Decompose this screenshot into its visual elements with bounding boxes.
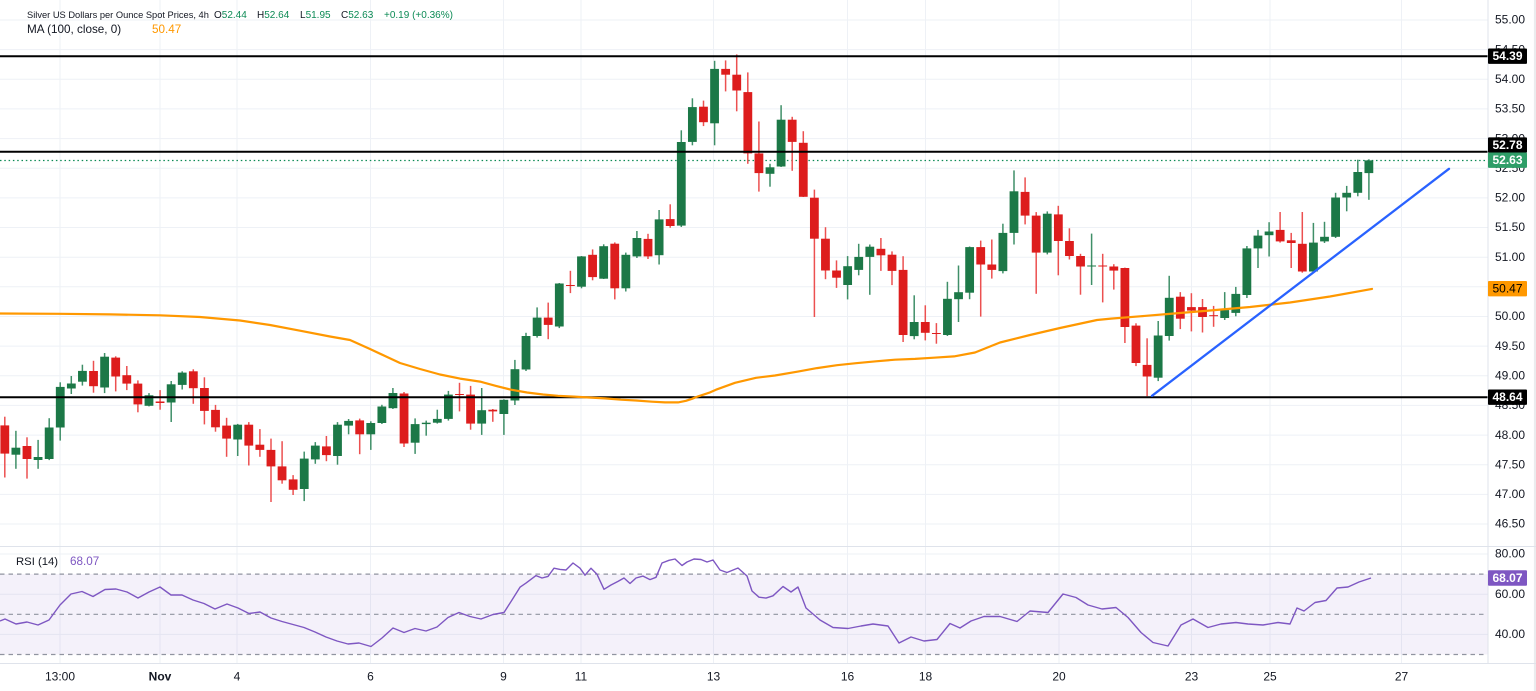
svg-text:53.50: 53.50: [1495, 102, 1525, 116]
svg-text:50.47: 50.47: [1492, 282, 1522, 296]
svg-text:68.07: 68.07: [1492, 571, 1522, 585]
svg-text:16: 16: [841, 670, 855, 684]
svg-text:49.00: 49.00: [1495, 368, 1525, 382]
svg-text:13: 13: [707, 670, 721, 684]
svg-text:51.50: 51.50: [1495, 220, 1525, 234]
svg-text:27: 27: [1395, 670, 1409, 684]
svg-text:18: 18: [919, 670, 933, 684]
svg-text:Silver US Dollars per Ounce Sp: Silver US Dollars per Ounce Spot Prices,…: [27, 10, 209, 20]
svg-text:47.00: 47.00: [1495, 487, 1525, 501]
svg-text:52.00: 52.00: [1495, 191, 1525, 205]
svg-text:40.00: 40.00: [1495, 627, 1525, 641]
svg-text:O52.44: O52.44: [214, 10, 247, 21]
svg-text:20: 20: [1052, 670, 1066, 684]
svg-text:50.47: 50.47: [152, 23, 181, 36]
svg-text:23: 23: [1185, 670, 1199, 684]
svg-text:4: 4: [234, 670, 241, 684]
svg-text:68.07: 68.07: [70, 555, 99, 568]
svg-text:54.39: 54.39: [1492, 49, 1522, 63]
svg-text:MA (100, close, 0): MA (100, close, 0): [27, 23, 121, 36]
svg-text:47.50: 47.50: [1495, 457, 1525, 471]
svg-text:49.50: 49.50: [1495, 339, 1525, 353]
svg-text:50.00: 50.00: [1495, 309, 1525, 323]
svg-text:80.00: 80.00: [1495, 547, 1525, 561]
svg-text:6: 6: [367, 670, 374, 684]
svg-text:25: 25: [1263, 670, 1277, 684]
svg-text:H52.64: H52.64: [257, 10, 290, 21]
svg-text:13:00: 13:00: [45, 670, 75, 684]
svg-text:52.78: 52.78: [1492, 138, 1522, 152]
svg-text:RSI (14): RSI (14): [16, 556, 58, 568]
svg-text:48.00: 48.00: [1495, 428, 1525, 442]
svg-text:55.00: 55.00: [1495, 13, 1525, 27]
svg-text:11: 11: [575, 670, 588, 684]
svg-text:L51.95: L51.95: [300, 10, 331, 21]
svg-text:46.50: 46.50: [1495, 517, 1525, 531]
svg-text:54.00: 54.00: [1495, 72, 1525, 86]
svg-text:52.63: 52.63: [1492, 153, 1522, 167]
svg-text:60.00: 60.00: [1495, 587, 1525, 601]
svg-text:C52.63: C52.63: [341, 10, 374, 21]
svg-text:+0.19 (+0.36%): +0.19 (+0.36%): [384, 10, 453, 21]
svg-text:48.64: 48.64: [1492, 390, 1522, 404]
svg-text:9: 9: [500, 670, 507, 684]
svg-text:Nov: Nov: [149, 670, 172, 684]
svg-text:51.00: 51.00: [1495, 250, 1525, 264]
